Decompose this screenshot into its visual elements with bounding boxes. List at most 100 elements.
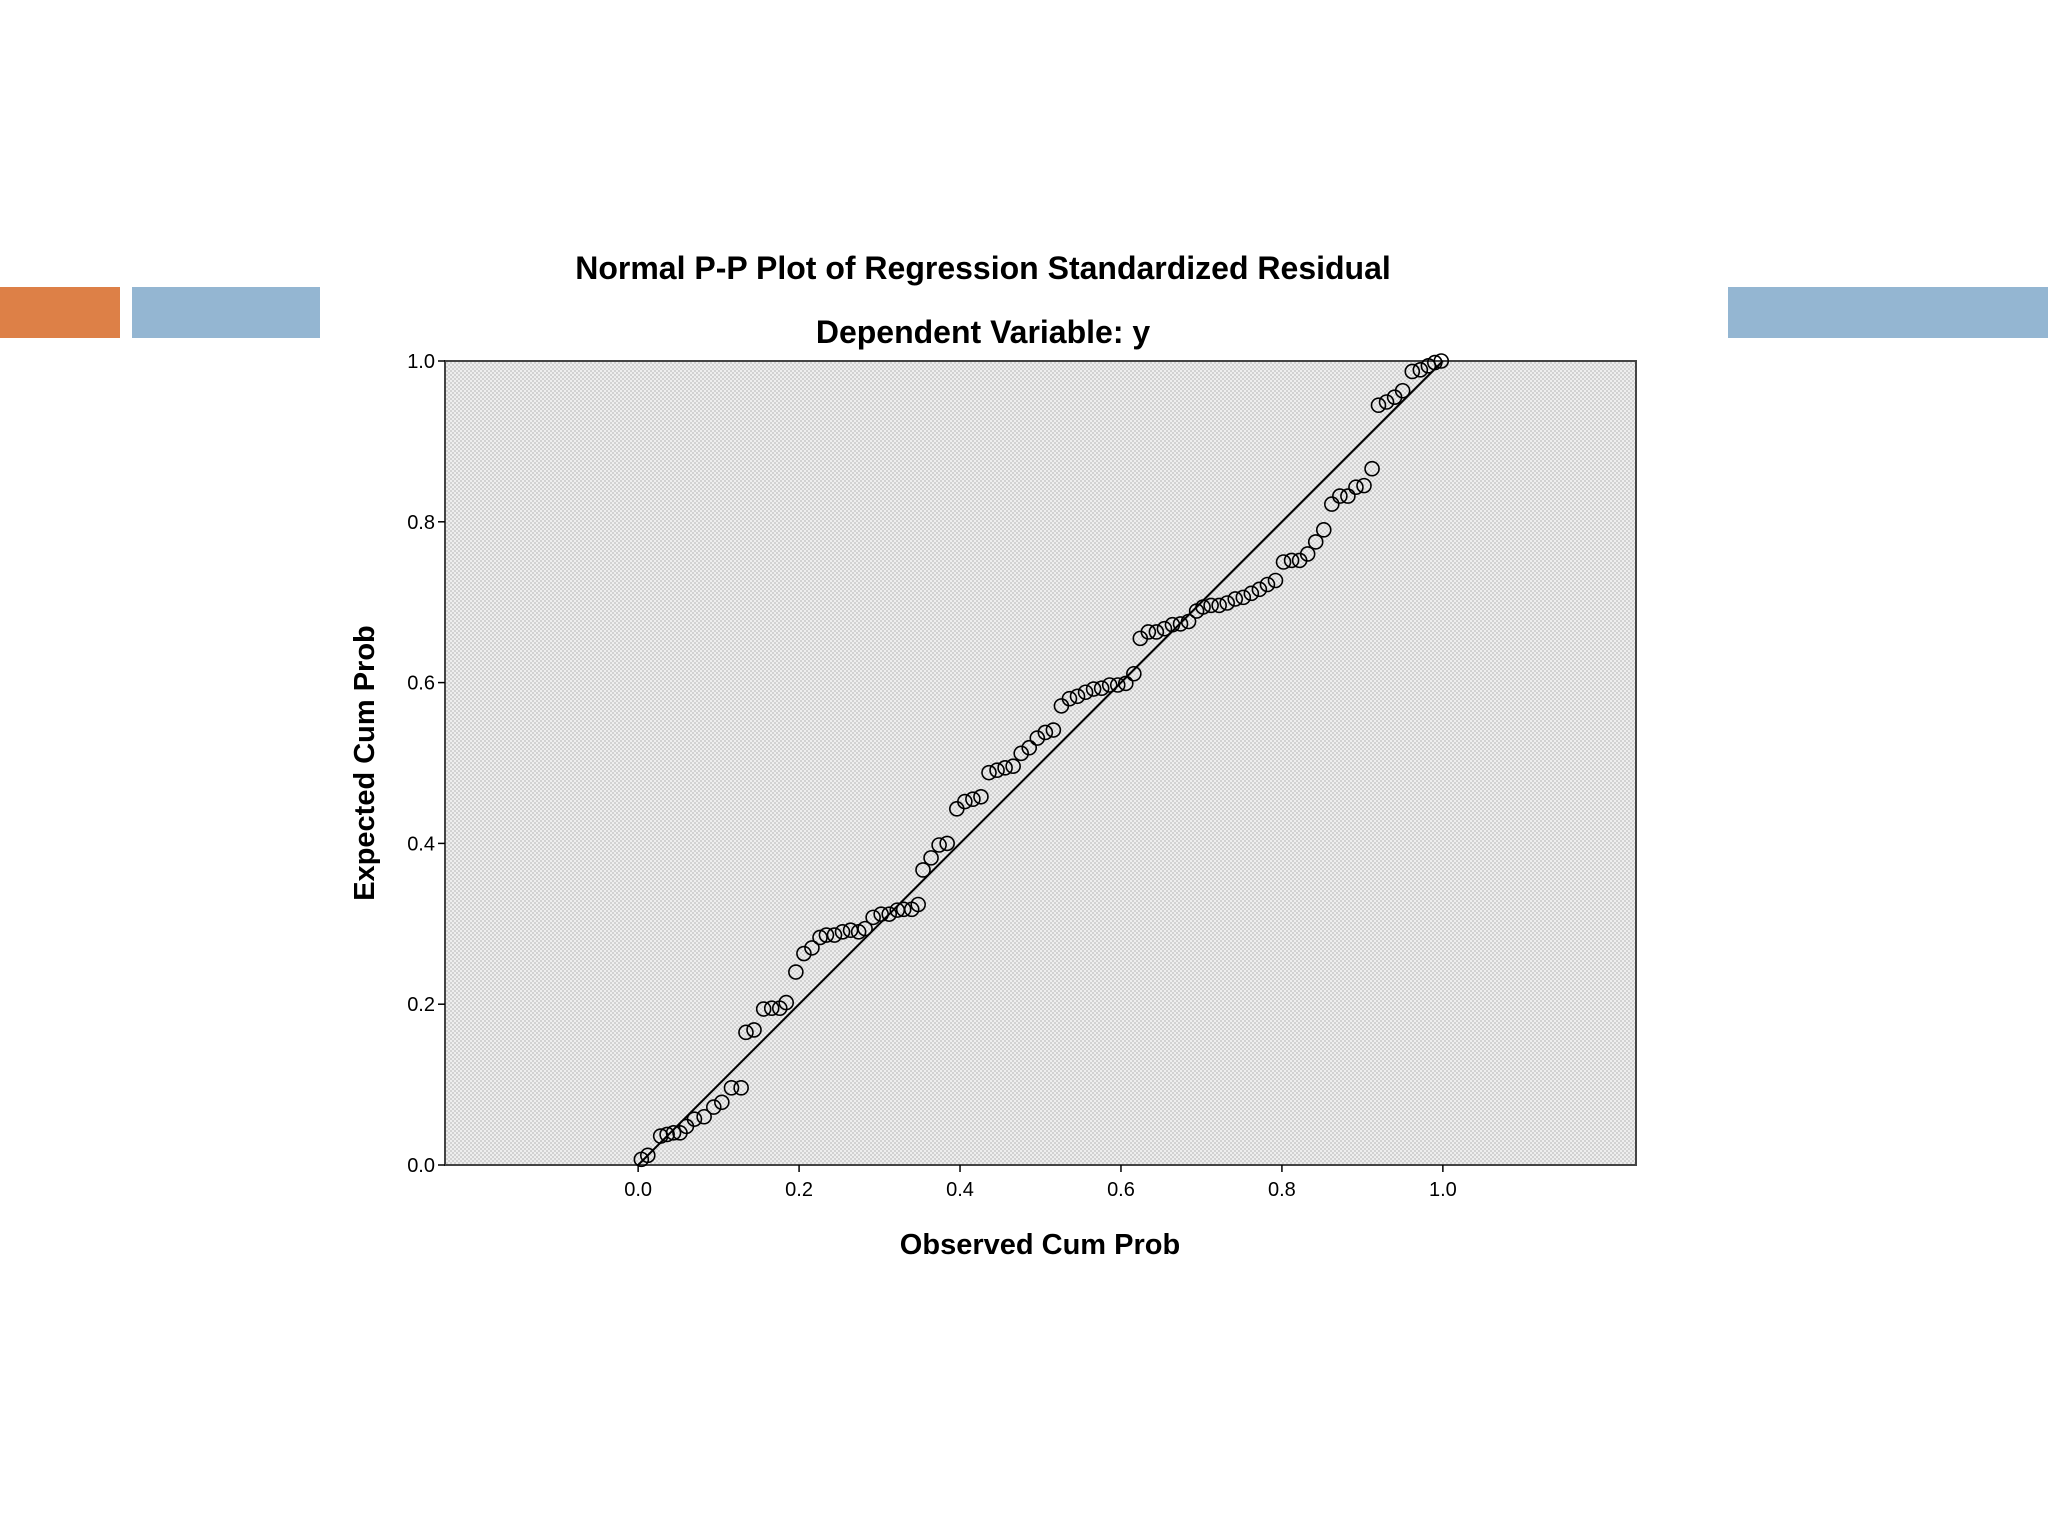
data-point (1251, 581, 1268, 598)
data-point (857, 920, 873, 937)
data-point (1227, 591, 1244, 607)
data-point (1203, 597, 1219, 614)
data-point (778, 994, 795, 1011)
data-point (931, 837, 947, 853)
data-point (939, 835, 955, 852)
data-point (1140, 624, 1157, 640)
data-point (1340, 488, 1356, 504)
y-tick-label: 0.2 (407, 994, 435, 1016)
data-point (1061, 690, 1078, 707)
data-point (1243, 585, 1260, 602)
data-point (997, 760, 1013, 776)
x-tick-label: 1.0 (1429, 1179, 1457, 1201)
data-point (1013, 745, 1029, 762)
data-point (1283, 552, 1300, 569)
data-point (1077, 684, 1094, 701)
data-point (910, 896, 926, 913)
data-point (1299, 546, 1316, 562)
data-point (1356, 477, 1372, 494)
data-point (812, 929, 828, 946)
data-point (1045, 722, 1062, 738)
data-point (705, 1099, 722, 1115)
data-point (895, 901, 912, 918)
data-point (1332, 488, 1348, 504)
data-point (1433, 353, 1450, 369)
reference-line (637, 360, 1444, 1166)
data-point (1118, 675, 1134, 692)
data-point (686, 1111, 703, 1127)
data-point (1427, 354, 1443, 371)
data-point (714, 1094, 730, 1111)
data-point (981, 764, 997, 781)
data-point (639, 1147, 656, 1164)
chart-subtitle: Dependent Variable: y (816, 314, 1151, 350)
data-point (1219, 595, 1235, 611)
y-tick-label: 0.6 (407, 673, 435, 695)
x-tick-label: 0.2 (785, 1179, 813, 1201)
data-point (1370, 397, 1387, 414)
data-point (1307, 534, 1324, 550)
data-point (1029, 730, 1046, 746)
x-tick-label: 0.8 (1268, 1179, 1296, 1201)
y-tick-label: 0.0 (407, 1155, 435, 1177)
data-point (1148, 624, 1165, 640)
data-point (1172, 616, 1189, 632)
data-point (973, 788, 989, 805)
y-tick-label: 0.4 (407, 833, 435, 855)
data-point (1069, 688, 1086, 705)
accent-bar-orange (0, 287, 120, 338)
data-point (804, 940, 820, 956)
x-tick-label: 0.0 (624, 1179, 652, 1201)
data-point (1267, 572, 1284, 589)
data-point (665, 1125, 682, 1141)
y-axis-label: Expected Cum Prob (349, 625, 381, 901)
data-point (834, 924, 851, 940)
data-point (1126, 665, 1142, 682)
data-point (1195, 599, 1211, 615)
data-point (788, 964, 804, 980)
data-point (1101, 677, 1118, 693)
data-point (873, 906, 889, 922)
data-point (1235, 589, 1252, 606)
data-point (1037, 724, 1054, 741)
data-point (1275, 554, 1292, 570)
data-point (1412, 362, 1429, 378)
accent-bar-blue-right (1728, 287, 2048, 338)
data-point (659, 1126, 675, 1143)
data-point (1005, 758, 1021, 775)
data-point (881, 906, 898, 922)
data-point (826, 927, 843, 943)
data-point (1324, 496, 1340, 512)
data-point (733, 1080, 749, 1096)
accent-bar-blue-left (132, 287, 320, 338)
data-point (1164, 616, 1181, 633)
plot-area (444, 360, 1637, 1166)
y-tick-label: 0.8 (407, 512, 435, 534)
data-point (796, 945, 812, 962)
chart-title: Normal P-P Plot of Regression Standardiz… (575, 250, 1391, 286)
data-point (989, 762, 1005, 779)
data-point (865, 909, 881, 926)
data-point (1394, 382, 1411, 399)
data-point (696, 1108, 712, 1125)
data-point (1156, 620, 1173, 637)
y-tick-label: 1.0 (407, 351, 435, 373)
data-point (957, 793, 973, 810)
data-point (1315, 522, 1332, 538)
data-point (746, 1022, 762, 1038)
x-tick-label: 0.4 (946, 1179, 974, 1201)
data-point (738, 1024, 754, 1041)
data-point (1109, 677, 1126, 693)
data-point (923, 850, 939, 866)
data-point (1259, 576, 1276, 593)
data-point (1378, 394, 1395, 410)
data-point (723, 1080, 740, 1096)
data-point (915, 862, 931, 878)
x-axis-label: Observed Cum Prob (900, 1229, 1180, 1261)
data-point (965, 791, 981, 807)
data-point (1093, 680, 1110, 697)
data-point (1180, 613, 1197, 630)
data-point (818, 927, 835, 943)
data-point (1364, 460, 1380, 477)
